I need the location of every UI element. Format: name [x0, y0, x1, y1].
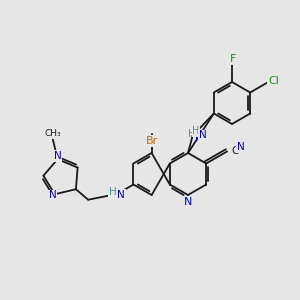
- Text: N: N: [184, 197, 192, 207]
- Text: Br: Br: [146, 136, 158, 146]
- Text: H: H: [192, 126, 200, 136]
- Text: H: H: [109, 187, 117, 197]
- Text: N: N: [117, 190, 125, 200]
- Text: C: C: [231, 146, 238, 156]
- Text: N: N: [237, 142, 245, 152]
- Text: methyl: methyl: [46, 137, 51, 138]
- Text: N: N: [199, 130, 207, 140]
- Text: F: F: [230, 54, 236, 64]
- Text: N: N: [49, 190, 57, 200]
- Text: CH₃: CH₃: [44, 129, 61, 138]
- Text: Cl: Cl: [268, 76, 279, 85]
- Text: H: H: [188, 129, 196, 139]
- Text: N: N: [54, 151, 61, 161]
- Text: N: N: [195, 133, 203, 143]
